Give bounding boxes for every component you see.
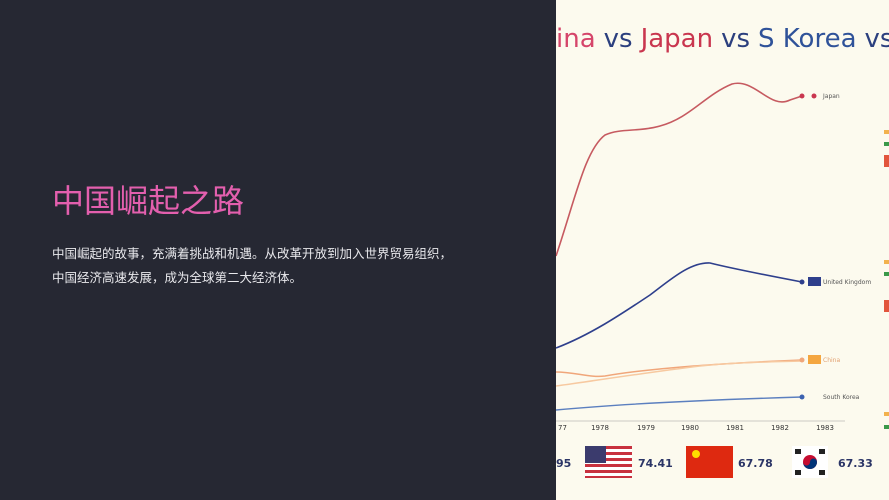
uk-line: [556, 262, 803, 349]
slide-body: 中国崛起的故事，充满着挑战和机遇。从改革开放到加入世界贸易组织， 中国经济高速发…: [52, 242, 452, 290]
year-label: 77: [558, 424, 567, 432]
china-flag: [808, 355, 821, 364]
year-label: 1980: [681, 424, 699, 432]
year-label: 1979: [637, 424, 655, 432]
dot: [799, 93, 805, 99]
line-label: China: [823, 357, 840, 364]
year-label: 1983: [816, 424, 834, 432]
score: 74.41: [638, 457, 673, 470]
korea-flag: [792, 446, 828, 478]
body-line: 中国经济高速发展，成为全球第二大经济体。: [52, 270, 303, 285]
side-bar: [884, 412, 889, 416]
title-part: vs: [721, 24, 750, 54]
title-part: vs: [865, 24, 889, 54]
score: 67.78: [738, 457, 773, 470]
title-part: S Korea: [758, 24, 856, 54]
line-label: United Kingdom: [823, 279, 871, 286]
line-label: Japan: [822, 93, 840, 100]
dot: [799, 394, 805, 400]
score: 95: [556, 457, 571, 470]
year-label: 1982: [771, 424, 789, 432]
dot: [799, 279, 805, 285]
side-bar: [884, 300, 889, 312]
title-part: vs: [604, 24, 633, 54]
uk-flag: [808, 277, 821, 286]
slide-title: 中国崛起之路: [52, 182, 245, 220]
year-label: 1978: [591, 424, 609, 432]
line-label: South Korea: [823, 394, 860, 401]
side-bar: [884, 130, 889, 134]
side-bar: [884, 272, 889, 276]
side-bar: [884, 425, 889, 429]
title-part: ina: [556, 24, 596, 54]
china-flag-large: [686, 446, 733, 478]
india-line: [556, 360, 803, 387]
side-bar: [884, 155, 889, 167]
korea-line: [556, 396, 803, 411]
text-panel: 中国崛起之路 中国崛起的故事，充满着挑战和机遇。从改革开放到加入世界贸易组织， …: [0, 0, 556, 500]
dot: [811, 93, 817, 99]
japan-line: [556, 82, 803, 257]
year-label: 1981: [726, 424, 744, 432]
us-flag: [585, 446, 632, 478]
body-line: 中国崛起的故事，充满着挑战和机遇。从改革开放到加入世界贸易组织，: [52, 246, 453, 261]
side-bar: [884, 142, 889, 146]
dot: [799, 357, 805, 363]
title-part: Japan: [639, 24, 714, 54]
side-bar: [884, 260, 889, 264]
score: 67.33: [838, 457, 873, 470]
